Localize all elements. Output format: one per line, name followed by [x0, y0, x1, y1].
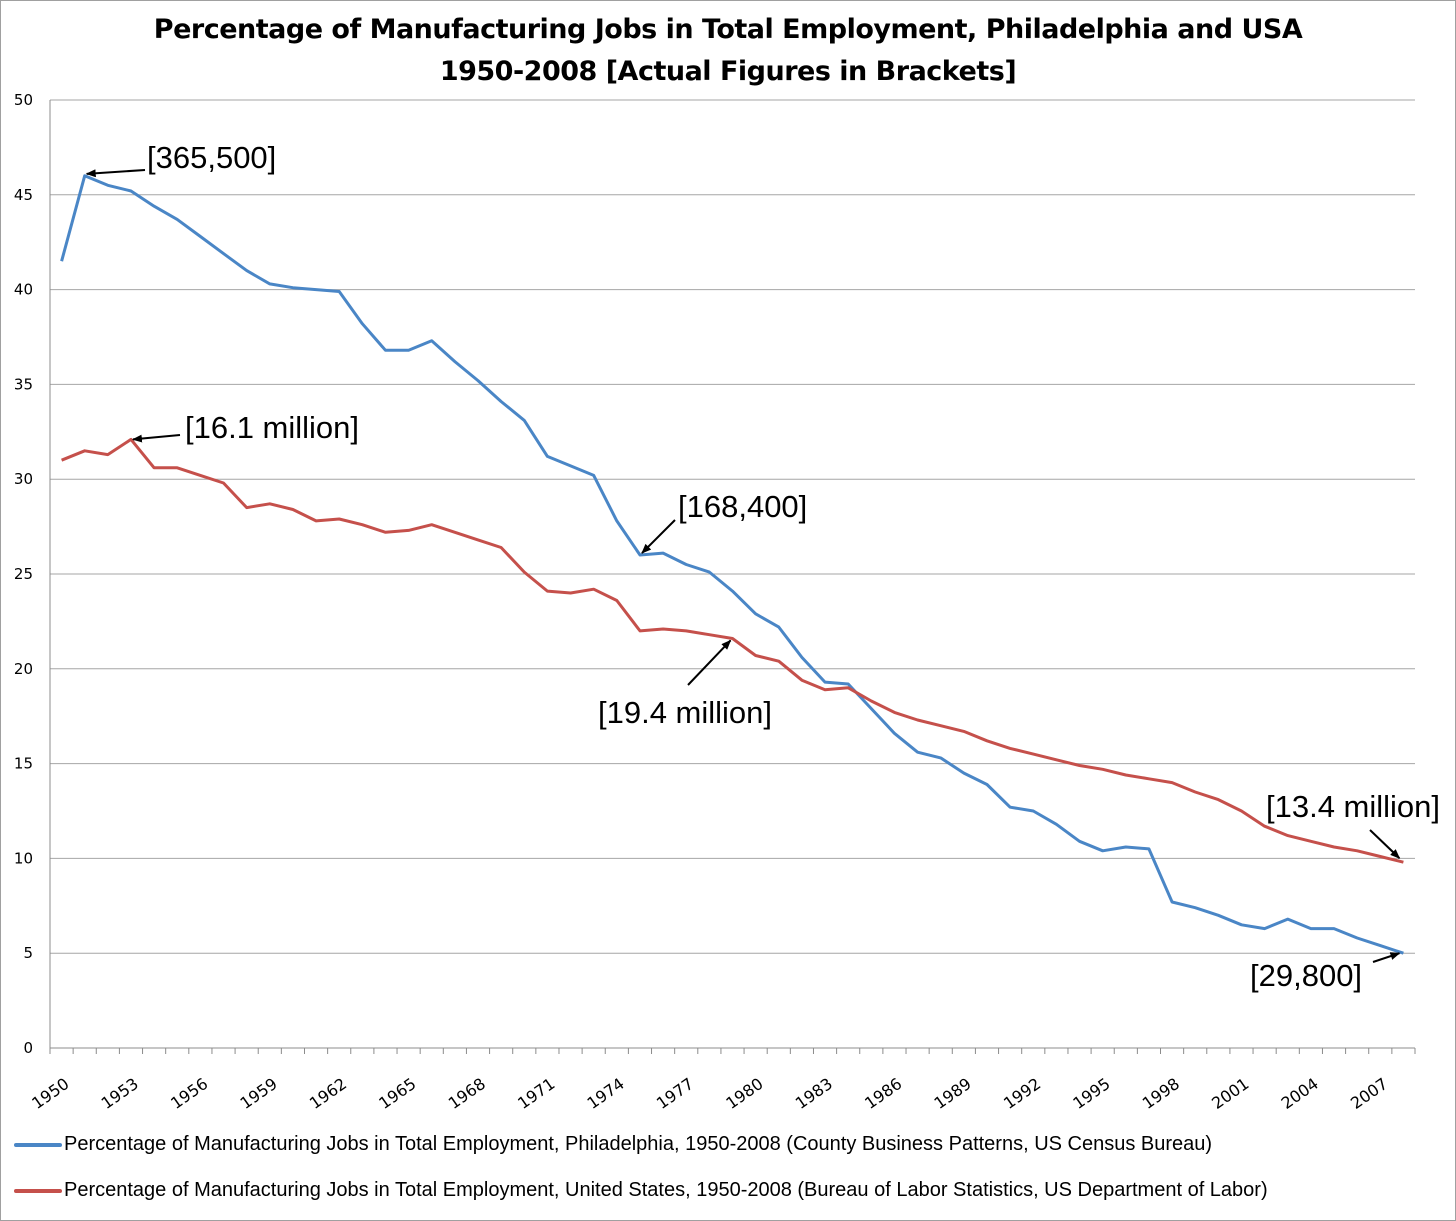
- x-tick-label: 1989: [931, 1074, 975, 1113]
- x-tick-label: 1953: [98, 1074, 142, 1113]
- y-tick-label: 5: [23, 944, 33, 962]
- y-tick-label: 20: [14, 660, 33, 678]
- annotation-arrow: [85, 169, 146, 178]
- y-tick-label: 15: [14, 755, 33, 773]
- chart-title: Percentage of Manufacturing Jobs in Tota…: [153, 14, 1303, 45]
- y-tick-label: 10: [14, 849, 33, 867]
- x-tick-label: 1962: [306, 1074, 350, 1113]
- x-tick-label: 1950: [28, 1074, 72, 1113]
- y-tick-label: 30: [14, 470, 33, 488]
- annotation-arrow: [687, 639, 732, 686]
- annotation-arrow: [1372, 952, 1401, 963]
- legend-label-usa: Percentage of Manufacturing Jobs in Tota…: [64, 1179, 1268, 1201]
- x-tick-label: 1986: [861, 1074, 905, 1113]
- y-tick-label: 0: [23, 1039, 33, 1057]
- x-tick-label: 1980: [722, 1074, 766, 1113]
- x-tick-label: 1956: [167, 1074, 211, 1113]
- annotation-label: [365,500]: [147, 140, 276, 175]
- x-tick-label: 1983: [792, 1074, 836, 1113]
- legend-item-usa: Percentage of Manufacturing Jobs in Tota…: [14, 1179, 1268, 1202]
- x-tick-label: 2004: [1278, 1074, 1322, 1113]
- x-tick-label: 1974: [584, 1074, 628, 1113]
- x-tick-label: 2001: [1208, 1074, 1252, 1113]
- legend-swatch-usa: [14, 1188, 62, 1193]
- x-tick-label: 1971: [514, 1074, 558, 1113]
- y-tick-label: 40: [14, 281, 33, 299]
- annotation-label: [168,400]: [678, 489, 807, 524]
- series-line-philadelphia: [60, 174, 1404, 955]
- annotation-arrow: [1369, 829, 1401, 859]
- annotation-label: [13.4 million]: [1266, 789, 1440, 824]
- x-tick-label: 1998: [1139, 1074, 1183, 1113]
- y-tick-label: 45: [14, 186, 33, 204]
- y-tick-label: 35: [14, 375, 33, 393]
- x-tick-label: 2007: [1347, 1074, 1391, 1113]
- x-tick-label: 1965: [375, 1074, 419, 1113]
- x-tick-label: 1995: [1069, 1074, 1113, 1113]
- x-tick-label: 1992: [1000, 1074, 1044, 1113]
- legend-swatch-philadelphia: [14, 1142, 62, 1147]
- annotation-arrow: [131, 434, 181, 443]
- chart-subtitle: 1950-2008 [Actual Figures in Brackets]: [439, 56, 1017, 87]
- annotation-label: [29,800]: [1250, 958, 1362, 993]
- annotation-arrow: [641, 519, 676, 554]
- x-tick-label: 1977: [653, 1074, 697, 1113]
- x-tick-label: 1968: [445, 1074, 489, 1113]
- annotation-label: [16.1 million]: [185, 410, 359, 445]
- legend-item-philadelphia: Percentage of Manufacturing Jobs in Tota…: [14, 1133, 1212, 1156]
- annotation-label: [19.4 million]: [598, 695, 772, 730]
- y-tick-label: 25: [14, 565, 33, 583]
- y-tick-label: 50: [14, 91, 33, 109]
- x-tick-label: 1959: [237, 1074, 281, 1113]
- legend-label-philadelphia: Percentage of Manufacturing Jobs in Tota…: [64, 1133, 1213, 1155]
